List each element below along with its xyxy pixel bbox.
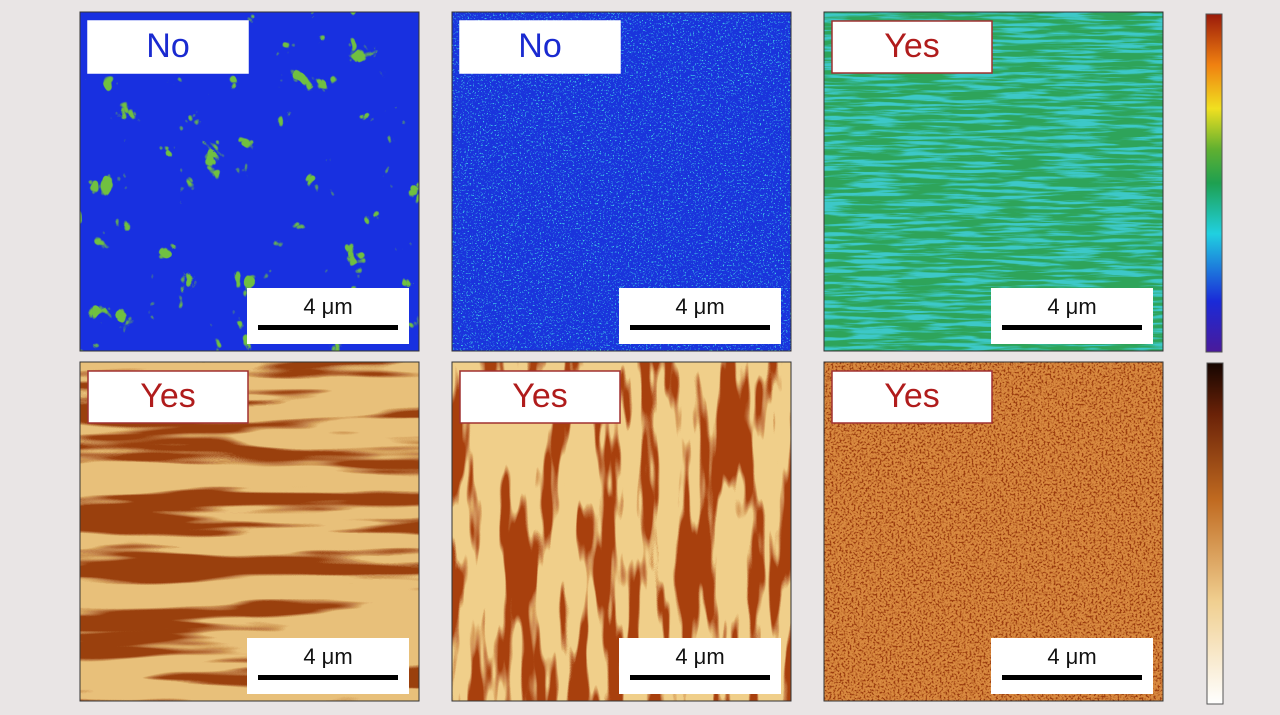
image-panel: No 4 μm — [451, 11, 792, 352]
scale-bar-label: 4 μm — [303, 294, 352, 319]
panel-label: Yes — [512, 377, 567, 415]
image-panel: Yes 4 μm — [823, 11, 1164, 352]
label-box — [87, 20, 249, 74]
scale-bar-label: 4 μm — [675, 644, 724, 669]
panel-label: No — [518, 27, 561, 65]
scale-bar-box — [619, 288, 781, 344]
image-border — [451, 361, 792, 702]
panel-label: Yes — [140, 377, 195, 415]
scale-bar — [258, 325, 398, 330]
scale-bar-label: 4 μm — [303, 644, 352, 669]
color-bar — [1205, 13, 1223, 353]
image-border — [79, 11, 420, 352]
scale-bar-box — [247, 288, 409, 344]
panel-label: No — [146, 27, 189, 65]
image-border — [451, 11, 792, 352]
scale-bar-box — [619, 638, 781, 694]
scale-bar — [630, 675, 770, 680]
panel-label: Yes — [884, 377, 939, 415]
label-box — [459, 20, 621, 74]
image-panel: Yes 4 μm — [823, 361, 1164, 702]
image-panel: Yes 4 μm — [79, 361, 420, 702]
scale-bar — [258, 675, 398, 680]
image-panel: Yes 4 μm — [451, 361, 792, 702]
label-box — [831, 370, 993, 424]
scale-bar-box — [247, 638, 409, 694]
label-box — [87, 370, 249, 424]
panel-label: Yes — [884, 27, 939, 65]
scale-bar-label: 4 μm — [1047, 644, 1096, 669]
scale-bar-box — [991, 288, 1153, 344]
scale-bar-box — [991, 638, 1153, 694]
scale-bar — [630, 325, 770, 330]
color-bar — [1206, 362, 1224, 705]
scale-bar — [1002, 675, 1142, 680]
scale-bar — [1002, 325, 1142, 330]
image-panel: No 4 μm — [79, 11, 420, 352]
scale-bar-label: 4 μm — [675, 294, 724, 319]
image-border — [79, 361, 420, 702]
image-border — [823, 361, 1164, 702]
image-border — [823, 11, 1164, 352]
scale-bar-label: 4 μm — [1047, 294, 1096, 319]
label-box — [831, 20, 993, 74]
label-box — [459, 370, 621, 424]
